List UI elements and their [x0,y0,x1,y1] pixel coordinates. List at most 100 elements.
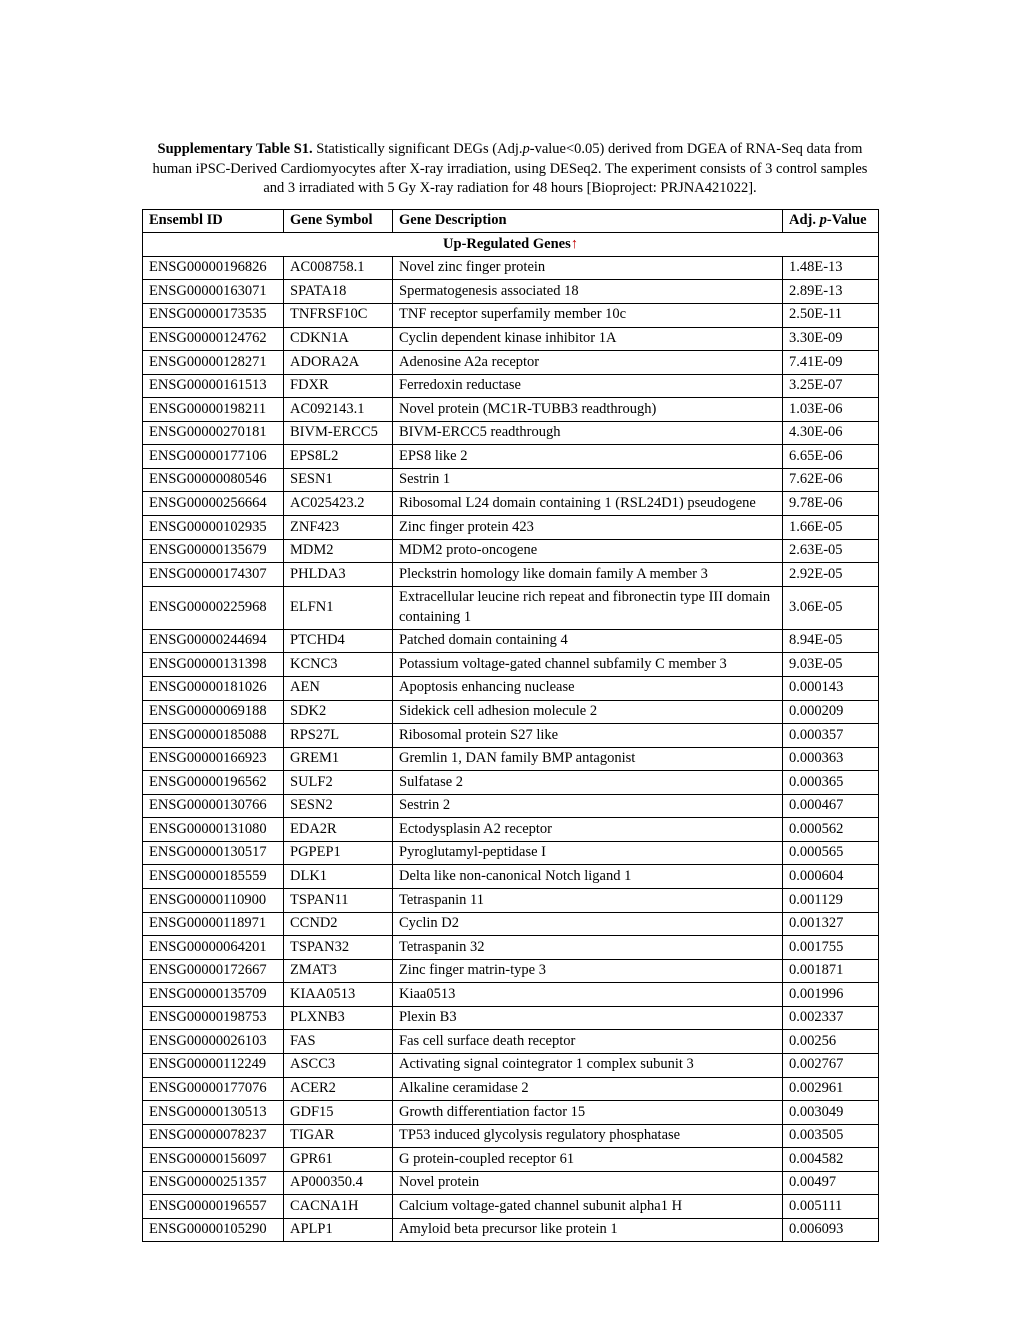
cell-sym: TNFRSF10C [284,303,393,327]
table-row: ENSG00000128271ADORA2AAdenosine A2a rece… [143,351,879,375]
cell-desc: Apoptosis enhancing nuclease [393,676,783,700]
table-row: ENSG00000131398KCNC3Potassium voltage-ga… [143,653,879,677]
cell-id: ENSG00000161513 [143,374,284,398]
section-label: Up-Regulated Genes↑ [143,233,879,257]
cell-id: ENSG00000026103 [143,1030,284,1054]
cell-id: ENSG00000102935 [143,516,284,540]
cell-desc: Zinc finger protein 423 [393,516,783,540]
table-row: ENSG00000270181BIVM-ERCC5BIVM-ERCC5 read… [143,421,879,445]
table-row: ENSG00000196826AC008758.1Novel zinc fing… [143,256,879,280]
cell-id: ENSG00000112249 [143,1053,284,1077]
table-row: ENSG00000185088RPS27LRibosomal protein S… [143,724,879,748]
cell-id: ENSG00000198211 [143,398,284,422]
table-row: ENSG00000196557CACNA1HCalcium voltage-ga… [143,1195,879,1219]
cell-p: 1.66E-05 [783,516,879,540]
cell-p: 4.30E-06 [783,421,879,445]
cell-id: ENSG00000244694 [143,629,284,653]
cell-sym: AC008758.1 [284,256,393,280]
cell-id: ENSG00000177106 [143,445,284,469]
cell-p: 0.000209 [783,700,879,724]
table-row: ENSG00000110900TSPAN11Tetraspanin 110.00… [143,889,879,913]
table-row: ENSG00000173535TNFRSF10CTNF receptor sup… [143,303,879,327]
cell-p: 6.65E-06 [783,445,879,469]
cell-desc: Fas cell surface death receptor [393,1030,783,1054]
caption-p-italic: p [522,141,529,157]
cell-p: 0.002961 [783,1077,879,1101]
cell-sym: CACNA1H [284,1195,393,1219]
table-row: ENSG00000130513GDF15Growth differentiati… [143,1101,879,1125]
cell-sym: KCNC3 [284,653,393,677]
cell-sym: EDA2R [284,818,393,842]
cell-desc: Ribosomal L24 domain containing 1 (RSL24… [393,492,783,516]
cell-p: 0.00497 [783,1171,879,1195]
cell-p: 0.001996 [783,983,879,1007]
cell-p: 0.003505 [783,1124,879,1148]
table-row: ENSG00000118971CCND2Cyclin D20.001327 [143,912,879,936]
cell-id: ENSG00000118971 [143,912,284,936]
cell-p: 0.001327 [783,912,879,936]
cell-desc: Sestrin 2 [393,794,783,818]
table-row: ENSG00000078237TIGARTP53 induced glycoly… [143,1124,879,1148]
table-body: ENSG00000196826AC008758.1Novel zinc fing… [143,256,879,1242]
table-row: ENSG00000102935ZNF423Zinc finger protein… [143,516,879,540]
caption-text-1: Statistically significant DEGs (Adj. [313,141,523,157]
cell-sym: FDXR [284,374,393,398]
caption-title: Supplementary Table S1. [158,141,313,157]
cell-p: 1.03E-06 [783,398,879,422]
cell-sym: AC025423.2 [284,492,393,516]
table-row: ENSG00000174307PHLDA3Pleckstrin homology… [143,563,879,587]
table-row: ENSG00000131080EDA2REctodysplasin A2 rec… [143,818,879,842]
cell-desc: Pleckstrin homology like domain family A… [393,563,783,587]
cell-sym: AP000350.4 [284,1171,393,1195]
cell-desc: Adenosine A2a receptor [393,351,783,375]
table-row: ENSG00000244694PTCHD4Patched domain cont… [143,629,879,653]
cell-sym: TIGAR [284,1124,393,1148]
cell-p: 0.000357 [783,724,879,748]
cell-p: 2.92E-05 [783,563,879,587]
table-row: ENSG00000198211AC092143.1Novel protein (… [143,398,879,422]
table-row: ENSG00000198753PLXNB3Plexin B30.002337 [143,1006,879,1030]
cell-id: ENSG00000080546 [143,468,284,492]
cell-id: ENSG00000131398 [143,653,284,677]
cell-sym: MDM2 [284,539,393,563]
cell-id: ENSG00000174307 [143,563,284,587]
cell-p: 0.000143 [783,676,879,700]
cell-desc: Cyclin D2 [393,912,783,936]
cell-desc: Kiaa0513 [393,983,783,1007]
cell-sym: ZMAT3 [284,959,393,983]
cell-sym: ELFN1 [284,586,393,629]
cell-id: ENSG00000198753 [143,1006,284,1030]
cell-desc: Ferredoxin reductase [393,374,783,398]
cell-p: 0.001871 [783,959,879,983]
cell-p: 0.002767 [783,1053,879,1077]
cell-sym: CCND2 [284,912,393,936]
cell-id: ENSG00000078237 [143,1124,284,1148]
cell-p: 0.00256 [783,1030,879,1054]
cell-id: ENSG00000135709 [143,983,284,1007]
cell-sym: TSPAN32 [284,936,393,960]
table-row: ENSG00000130766SESN2Sestrin 20.000467 [143,794,879,818]
cell-p: 0.002337 [783,1006,879,1030]
cell-desc: Alkaline ceramidase 2 [393,1077,783,1101]
cell-id: ENSG00000196562 [143,771,284,795]
cell-desc: EPS8 like 2 [393,445,783,469]
cell-id: ENSG00000131080 [143,818,284,842]
cell-id: ENSG00000172667 [143,959,284,983]
cell-desc: Gremlin 1, DAN family BMP antagonist [393,747,783,771]
cell-p: 8.94E-05 [783,629,879,653]
cell-desc: Activating signal cointegrator 1 complex… [393,1053,783,1077]
header-pvalue: Adj. p-Value [783,209,879,233]
cell-sym: ZNF423 [284,516,393,540]
cell-id: ENSG00000256664 [143,492,284,516]
header-symbol: Gene Symbol [284,209,393,233]
cell-id: ENSG00000196826 [143,256,284,280]
cell-p: 3.25E-07 [783,374,879,398]
cell-p: 2.63E-05 [783,539,879,563]
cell-desc: Plexin B3 [393,1006,783,1030]
table-caption: Supplementary Table S1. Statistically si… [142,140,878,199]
table-row: ENSG00000251357AP000350.4Novel protein0.… [143,1171,879,1195]
cell-p: 0.001755 [783,936,879,960]
table-row: ENSG00000166923GREM1Gremlin 1, DAN famil… [143,747,879,771]
cell-desc: Sestrin 1 [393,468,783,492]
cell-id: ENSG00000110900 [143,889,284,913]
